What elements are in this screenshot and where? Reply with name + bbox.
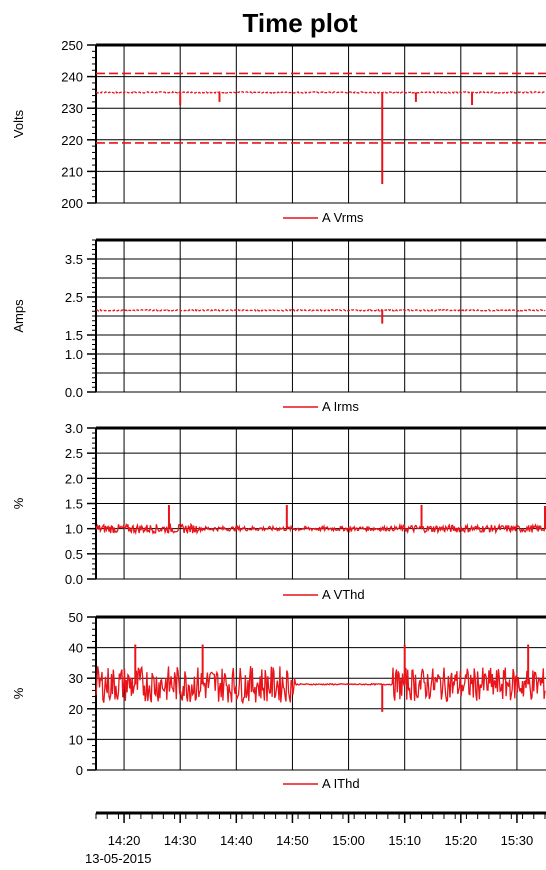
x-tick-label: 14:50 [276, 833, 309, 848]
x-tick-label: 15:00 [332, 833, 365, 848]
y-tick-label: 3.0 [65, 421, 83, 436]
y-tick-label: 250 [61, 38, 83, 53]
y-axis-label: % [11, 497, 26, 509]
panel-a-vrms: 200 210 220 230 240 250 Volts A Vrms [11, 38, 546, 225]
y-tick-label: 0.0 [65, 385, 83, 400]
y-tick-label: 0.0 [65, 572, 83, 587]
date-label: 13-05-2015 [85, 851, 152, 866]
panel-a-vthd: 0.0 0.5 1.0 1.5 2.0 2.5 3.0% A VThd [11, 421, 546, 602]
y-tick-label: 30 [69, 671, 83, 686]
y-axis-label: % [11, 687, 26, 699]
y-tick-label: 0.5 [65, 547, 83, 562]
y-tick-label: 10 [69, 732, 83, 747]
y-tick-label: 3.5 [65, 252, 83, 267]
legend-label: A Vrms [322, 210, 364, 225]
y-tick-label: 220 [61, 133, 83, 148]
y-tick-label: 240 [61, 70, 83, 85]
legend-label: A Irms [322, 399, 359, 414]
panel-a-ithd: 0 10 20 30 40 50% A IThd [11, 610, 546, 791]
y-tick-label: 0 [76, 763, 83, 778]
y-tick-label: 20 [69, 702, 83, 717]
series-line [95, 665, 546, 705]
x-tick-label: 14:30 [164, 833, 197, 848]
y-tick-label: 2.5 [65, 446, 83, 461]
chart-title: Time plot [242, 8, 357, 38]
x-tick-label: 15:30 [501, 833, 534, 848]
plot-area [96, 617, 546, 770]
x-axis: 14:20 14:30 14:40 14:50 15:00 15:10 15:20 15:30 [95, 811, 546, 848]
x-tick-label: 15:10 [388, 833, 421, 848]
x-tick-label: 14:40 [220, 833, 253, 848]
plot-area [96, 45, 546, 203]
y-tick-label: 2.0 [65, 471, 83, 486]
y-axis-label: Amps [11, 299, 26, 333]
y-tick-label: 210 [61, 164, 83, 179]
y-tick-label: 1.5 [65, 497, 83, 512]
y-tick-label: 1.0 [65, 522, 83, 537]
y-tick-label: 1.5 [65, 328, 83, 343]
y-tick-label: 40 [69, 641, 83, 656]
panel-a-irms: 0.0 1.0 1.5 2.5 3.5 Amps A Irms [11, 238, 546, 414]
y-tick-label: 2.5 [65, 290, 83, 305]
y-tick-label: 1.0 [65, 347, 83, 362]
series-line [95, 522, 546, 536]
y-tick-label: 200 [61, 196, 83, 211]
series-line [95, 308, 546, 312]
y-axis-label: Volts [11, 109, 26, 138]
x-tick-label: 14:20 [108, 833, 141, 848]
x-tick-label: 15:20 [445, 833, 478, 848]
y-tick-label: 50 [69, 610, 83, 625]
legend-label: A IThd [322, 776, 360, 791]
legend-label: A VThd [322, 587, 365, 602]
y-tick-label: 230 [61, 101, 83, 116]
